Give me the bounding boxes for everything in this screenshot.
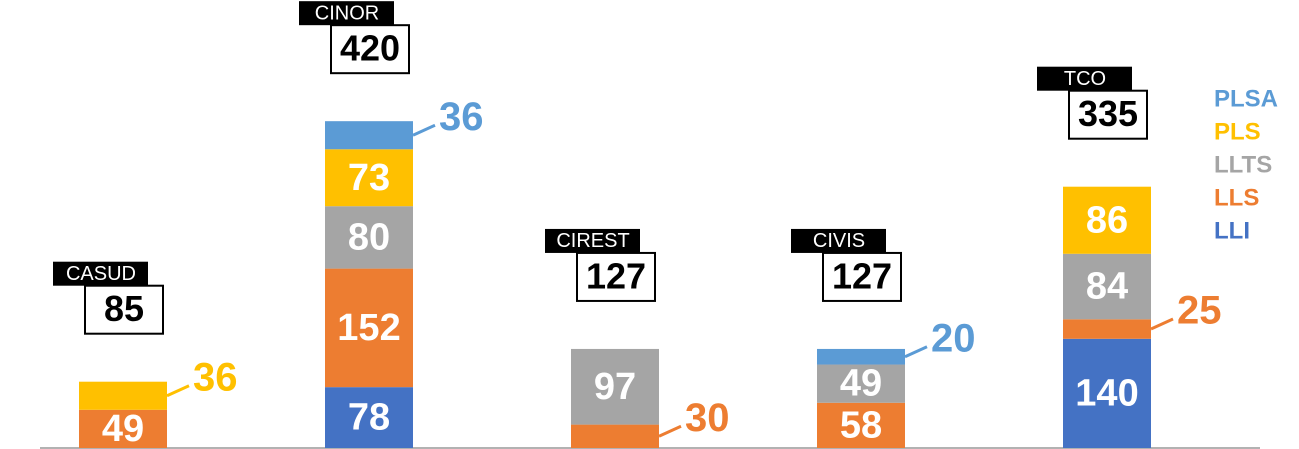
bar-segment (1063, 338, 1151, 448)
data-label: 49 (840, 363, 882, 405)
data-label: 36 (439, 95, 484, 139)
bar-segment (571, 424, 659, 448)
data-label: 73 (348, 157, 390, 199)
category-box (53, 261, 148, 286)
total-label: 127 (832, 255, 892, 296)
total-box (330, 24, 410, 75)
category-label: CASUD (66, 263, 136, 285)
category-box (299, 1, 394, 26)
bar-segment (817, 402, 905, 448)
bar-segment (1063, 319, 1151, 339)
total-label: 335 (1078, 93, 1138, 134)
total-box (84, 284, 164, 335)
category-box (791, 228, 886, 253)
bar-segment (817, 348, 905, 365)
bar-segment (817, 364, 905, 403)
bar-segment (571, 348, 659, 425)
bar-segment (325, 149, 413, 207)
data-label: 97 (594, 366, 636, 408)
total-box (1068, 89, 1148, 140)
legend-label: PLSA (1214, 85, 1278, 112)
category-label: CINOR (315, 2, 379, 24)
legend-label: PLS (1214, 118, 1261, 145)
legend-label: LLS (1214, 184, 1259, 211)
data-label: 140 (1075, 372, 1138, 414)
total-label: 127 (586, 255, 646, 296)
data-label: 30 (685, 396, 730, 440)
leader-line (166, 384, 190, 398)
data-label: 58 (840, 404, 882, 446)
leader-line (1150, 317, 1174, 331)
bar-segment (325, 268, 413, 388)
legend-label: LLI (1214, 217, 1250, 244)
legend-label: LLTS (1214, 151, 1272, 178)
category-box (1037, 66, 1132, 91)
data-label: 49 (102, 408, 144, 449)
data-label: 86 (1086, 199, 1128, 241)
category-label: TCO (1064, 68, 1106, 90)
bar-segment (325, 206, 413, 269)
total-box (822, 251, 902, 302)
data-label: 25 (1177, 289, 1222, 333)
total-label: 420 (340, 28, 400, 69)
data-label: 36 (193, 355, 238, 399)
total-label: 85 (104, 288, 144, 329)
category-box (545, 228, 640, 253)
bar-segment (325, 121, 413, 150)
total-box (576, 251, 656, 302)
category-label: CIVIS (813, 230, 865, 252)
bar-segment (325, 387, 413, 448)
bar-segment (1063, 186, 1151, 254)
bar-segment (1063, 253, 1151, 320)
data-label: 80 (348, 216, 390, 258)
leader-line (658, 424, 682, 438)
data-label: 152 (337, 307, 400, 349)
leader-line (412, 123, 436, 137)
bar-segment (79, 409, 167, 448)
data-label: 84 (1086, 266, 1128, 308)
data-label: 20 (931, 316, 976, 360)
bar-segment (79, 381, 167, 410)
data-label: 78 (348, 397, 390, 439)
category-label: CIREST (556, 230, 629, 252)
leader-line (904, 345, 928, 359)
